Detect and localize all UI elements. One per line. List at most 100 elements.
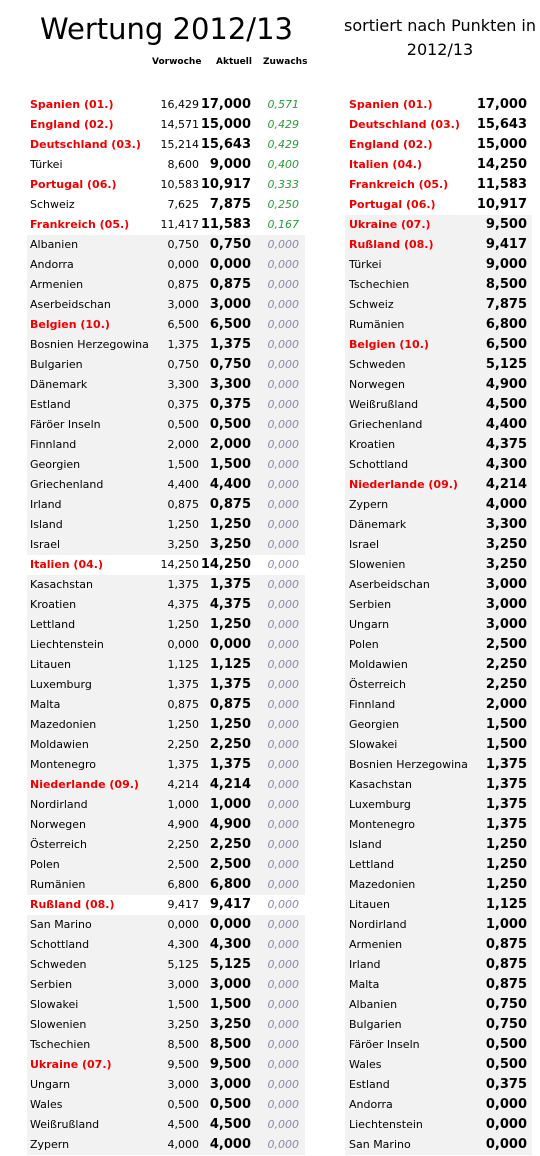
cell: 0,000 (267, 758, 300, 771)
cell: 10,917 (476, 197, 527, 212)
table-row: Litauen 1,125 1,125 0,000 (27, 655, 305, 675)
cell: 0,875 (485, 977, 527, 992)
cell: 3,000 (167, 1078, 200, 1091)
cell: 3,300 (485, 517, 527, 532)
table-row: Türkei 8,600 9,000 0,400 (27, 155, 305, 175)
cell: 1,500 (209, 457, 251, 472)
cell: 0,000 (167, 918, 200, 931)
cell: 5,125 (209, 957, 251, 972)
column-header: Zuwachs (263, 57, 308, 67)
cell: 1,250 (485, 837, 527, 852)
cell: Kasachstan (30, 578, 94, 591)
cell: Polen (349, 638, 379, 651)
cell: Nordirland (30, 798, 88, 811)
cell: 0,000 (485, 1117, 527, 1132)
table-row: Aserbeidschan 3,000 (345, 575, 532, 595)
table-row: Bulgarien 0,750 0,750 0,000 (27, 355, 305, 375)
table-row: Türkei 9,000 (345, 255, 532, 275)
cell: 4,500 (485, 397, 527, 412)
table-row: Bosnien Herzegowina 1,375 (345, 755, 532, 775)
table-row: Moldawien 2,250 2,250 0,000 (27, 735, 305, 755)
cell: 4,900 (209, 817, 251, 832)
cell: 4,300 (167, 938, 200, 951)
table-row: Mazedonien 1,250 (345, 875, 532, 895)
table-row: Schweden 5,125 (345, 355, 532, 375)
cell: 0,750 (209, 237, 251, 252)
table-row: Frankreich (05.) 11,417 11,583 0,167 (27, 215, 305, 235)
table-row: Kroatien 4,375 (345, 435, 532, 455)
cell: Färöer Inseln (30, 418, 101, 431)
cell: 0,000 (267, 798, 300, 811)
table-row: Weißrußland 4,500 4,500 0,000 (27, 1115, 305, 1135)
cell: 1,375 (167, 338, 200, 351)
cell: 1,375 (485, 777, 527, 792)
table-row: San Marino 0,000 0,000 0,000 (27, 915, 305, 935)
cell: Island (30, 518, 63, 531)
cell: 4,214 (167, 778, 200, 791)
table-row: Italien (04.) 14,250 14,250 0,000 (27, 555, 305, 575)
table-row: Bulgarien 0,750 (345, 1015, 532, 1035)
cell: 6,500 (485, 337, 527, 352)
table-row: Slowenien 3,250 3,250 0,000 (27, 1015, 305, 1035)
cell: Slowakei (30, 998, 79, 1011)
cell: Norwegen (30, 818, 86, 831)
cell: 0,000 (267, 358, 300, 371)
table-row: Portugal (06.) 10,917 (345, 195, 532, 215)
cell: Estland (30, 398, 71, 411)
cell: Belgien (10.) (30, 318, 110, 331)
cell: England (02.) (349, 138, 433, 151)
cell: 2,500 (485, 637, 527, 652)
cell: 3,250 (485, 537, 527, 552)
table-row: Portugal (06.) 10,583 10,917 0,333 (27, 175, 305, 195)
cell: Portugal (06.) (30, 178, 117, 191)
cell: 0,000 (267, 638, 300, 651)
cell: Italien (04.) (30, 558, 103, 571)
table-row: England (02.) 15,000 (345, 135, 532, 155)
table-row: Andorra 0,000 (345, 1095, 532, 1115)
cell: 4,375 (167, 598, 200, 611)
cell: Kasachstan (349, 778, 413, 791)
table-row: Tschechien 8,500 8,500 0,000 (27, 1035, 305, 1055)
cell: 0,167 (267, 218, 300, 231)
cell: 14,571 (160, 118, 200, 131)
cell: 0,000 (209, 257, 251, 272)
table-row: Estland 0,375 (345, 1075, 532, 1095)
cell: 3,250 (209, 537, 251, 552)
table-row: Norwegen 4,900 (345, 375, 532, 395)
cell: 0,375 (485, 1077, 527, 1092)
table-row: Niederlande (09.) 4,214 (345, 475, 532, 495)
cell: Weißrußland (30, 1118, 100, 1131)
cell: 0,000 (267, 1018, 300, 1031)
cell: 1,500 (167, 998, 200, 1011)
table-row: Ungarn 3,000 3,000 0,000 (27, 1075, 305, 1095)
cell: 0,875 (209, 697, 251, 712)
cell: 0,000 (267, 838, 300, 851)
table-row: Norwegen 4,900 4,900 0,000 (27, 815, 305, 835)
cell: Albanien (30, 238, 79, 251)
cell: 6,500 (209, 317, 251, 332)
cell: 0,000 (267, 238, 300, 251)
cell: 0,400 (267, 158, 300, 171)
cell: 0,000 (267, 298, 300, 311)
cell: 6,800 (167, 878, 200, 891)
column-header: Aktuell (216, 57, 252, 67)
cell: 2,500 (209, 857, 251, 872)
cell: 15,643 (476, 117, 527, 132)
cell: Georgien (349, 718, 400, 731)
cell: 1,250 (167, 618, 200, 631)
cell: Armenien (30, 278, 84, 291)
table-row: Rußland (08.) 9,417 (345, 235, 532, 255)
cell: 3,250 (209, 1017, 251, 1032)
cell: Kroatien (30, 598, 77, 611)
table-row: Rußland (08.) 9,417 9,417 0,000 (27, 895, 305, 915)
cell: 0,875 (485, 937, 527, 952)
cell: Rußland (08.) (30, 898, 115, 911)
cell: 3,300 (209, 377, 251, 392)
table-row: Wales 0,500 0,500 0,000 (27, 1095, 305, 1115)
cell: 1,375 (485, 817, 527, 832)
cell: Schweiz (30, 198, 75, 211)
cell: San Marino (349, 1138, 411, 1151)
cell: 1,250 (167, 718, 200, 731)
cell: 3,000 (485, 617, 527, 632)
cell: 9,417 (167, 898, 200, 911)
